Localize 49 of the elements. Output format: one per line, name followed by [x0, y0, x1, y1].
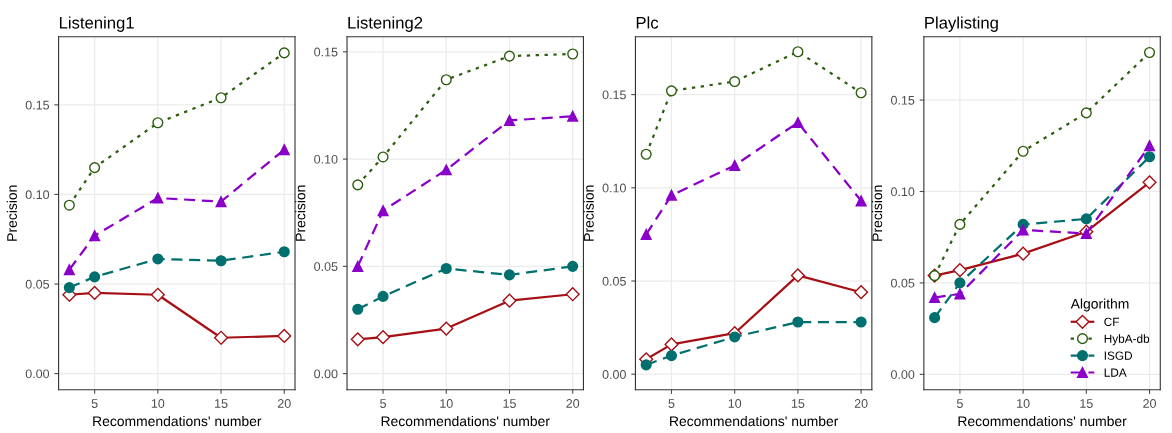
chart-title: Listening2 [348, 16, 423, 32]
y-tick-label: 0.15 [891, 95, 915, 105]
legend-title: Algorithm [1070, 298, 1129, 312]
x-tick-label: 10 [151, 399, 165, 408]
y-tick-label: 0.05 [314, 262, 338, 271]
y-axis-title: Precision [872, 185, 883, 241]
chart-title: Plc [636, 16, 659, 29]
y-axis-title: Precision [583, 185, 594, 241]
y-tick-label: 0.05 [25, 279, 50, 289]
x-tick-label: 15 [791, 399, 805, 408]
x-tick-label: 10 [440, 399, 453, 408]
x-tick-label: 20 [566, 399, 580, 408]
legend-label: LDA [1104, 368, 1127, 377]
y-tick-label: 0.15 [314, 47, 338, 57]
x-tick-label: 15 [215, 399, 228, 408]
y-tick-label: 0.00 [25, 369, 50, 379]
x-axis-title: Recommendations' number [93, 415, 262, 427]
x-tick-label: 10 [728, 399, 742, 408]
chart-title: Listening1 [59, 16, 134, 32]
y-tick-label: 0.15 [25, 100, 50, 110]
y-tick-label: 0.05 [891, 278, 915, 288]
y-tick-label: 0.10 [602, 183, 626, 193]
x-tick-label: 5 [668, 399, 675, 408]
x-tick-label: 5 [91, 399, 98, 408]
x-tick-label: 20 [854, 399, 868, 408]
x-tick-label: 15 [503, 399, 516, 408]
y-tick-label: 0.10 [891, 187, 915, 197]
y-axis-title: Precision [295, 185, 306, 241]
x-tick-label: 20 [277, 399, 291, 408]
y-tick-label: 0.10 [25, 190, 50, 200]
x-axis-title: Recommendations' number [958, 415, 1127, 427]
y-tick-label: 0.00 [314, 369, 338, 379]
y-tick-label: 0.00 [602, 370, 626, 379]
y-axis-title: Precision [6, 185, 17, 241]
legend-label: HybA-db [1104, 334, 1150, 346]
x-tick-label: 15 [1080, 399, 1093, 408]
x-axis-title: Recommendations' number [670, 415, 839, 427]
y-tick-label: 0.15 [602, 90, 626, 100]
x-axis-title: Recommendations' number [381, 415, 550, 427]
chart-title: Playlisting [925, 16, 998, 32]
y-tick-label: 0.05 [602, 276, 626, 286]
x-tick-label: 5 [956, 399, 963, 408]
x-tick-label: 5 [380, 399, 387, 408]
legend-label: ISGD [1104, 351, 1133, 360]
legend-label: CF [1104, 317, 1119, 327]
y-tick-label: 0.10 [314, 154, 338, 164]
x-tick-label: 20 [1143, 399, 1156, 408]
x-tick-label: 10 [1017, 399, 1030, 408]
y-tick-label: 0.00 [891, 370, 915, 379]
